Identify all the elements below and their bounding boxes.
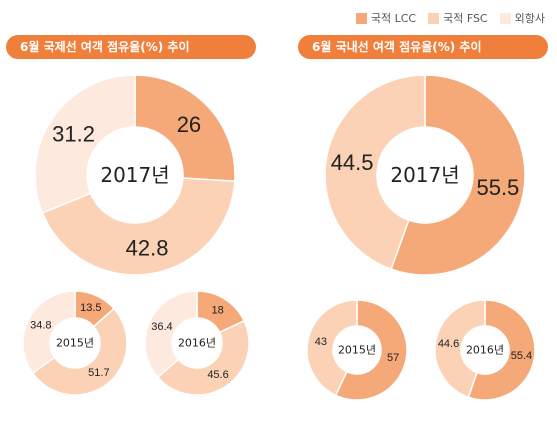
- value-label-2-0: 18: [212, 304, 224, 316]
- value-label-4-0: 57: [387, 352, 399, 364]
- legend-item-fsc: 국적 FSC: [428, 10, 488, 26]
- slice-0-2: [34, 74, 136, 214]
- value-label-0-0: 26: [177, 112, 201, 137]
- donut-domestic-4: 57 43 2015년: [306, 299, 408, 401]
- value-label-2-1: 45.6: [207, 369, 228, 381]
- value-label-3-0: 55.5: [476, 175, 519, 200]
- year-label-2: 2016년: [178, 337, 216, 350]
- value-label-3-1: 44.5: [331, 150, 374, 175]
- value-label-1-2: 34.8: [30, 319, 51, 331]
- value-label-2-2: 36.4: [151, 321, 172, 333]
- year-label-1: 2015년: [56, 337, 94, 350]
- donut-international-2: 18 45.6 36.4 2016년: [144, 290, 250, 396]
- panel-title-international: 6월 국제선 여객 점유율(%) 추이: [6, 35, 256, 59]
- value-label-1-1: 51.7: [88, 367, 109, 379]
- year-label-0: 2017년: [100, 163, 169, 187]
- year-label-5: 2016년: [466, 344, 504, 357]
- slice-4-1: [306, 299, 358, 397]
- donut-domestic-3: 55.5 44.5 2017년: [324, 74, 526, 276]
- year-label-4: 2015년: [338, 344, 376, 357]
- legend-swatch-lcc: [355, 12, 367, 24]
- slice-0-0: [134, 74, 236, 183]
- slice-3-1: [324, 74, 426, 271]
- slice-3-0: [390, 74, 526, 276]
- legend-label-lcc: 국적 LCC: [370, 12, 417, 25]
- slice-1-1: [31, 307, 128, 396]
- value-label-5-1: 44.6: [438, 338, 459, 350]
- slice-0-1: [41, 177, 236, 276]
- value-label-0-1: 42.8: [126, 236, 169, 261]
- legend-swatch-foreign: [499, 12, 511, 24]
- value-label-1-0: 13.5: [80, 302, 101, 314]
- donut-international-1: 13.5 51.7 34.8 2015년: [22, 290, 128, 396]
- slice-4-0: [334, 299, 408, 401]
- slice-2-1: [156, 319, 250, 396]
- slice-5-1: [434, 299, 486, 399]
- legend: 국적 LCC 국적 FSC 외항사: [355, 10, 545, 26]
- legend-item-lcc: 국적 LCC: [355, 10, 417, 26]
- legend-item-foreign: 외항사: [499, 10, 545, 26]
- slice-1-2: [22, 290, 76, 375]
- slice-2-2: [144, 290, 198, 379]
- value-label-4-1: 43: [315, 336, 327, 348]
- value-label-5-0: 55.4: [511, 350, 532, 362]
- panel-title-domestic: 6월 국내선 여객 점유율(%) 추이: [298, 35, 548, 59]
- legend-label-foreign: 외항사: [514, 12, 545, 25]
- year-label-3: 2017년: [390, 163, 459, 187]
- legend-swatch-fsc: [428, 12, 440, 24]
- value-label-0-2: 31.2: [52, 121, 95, 146]
- donut-domestic-5: 55.4 44.6 2016년: [434, 299, 536, 401]
- legend-label-fsc: 국적 FSC: [443, 12, 488, 25]
